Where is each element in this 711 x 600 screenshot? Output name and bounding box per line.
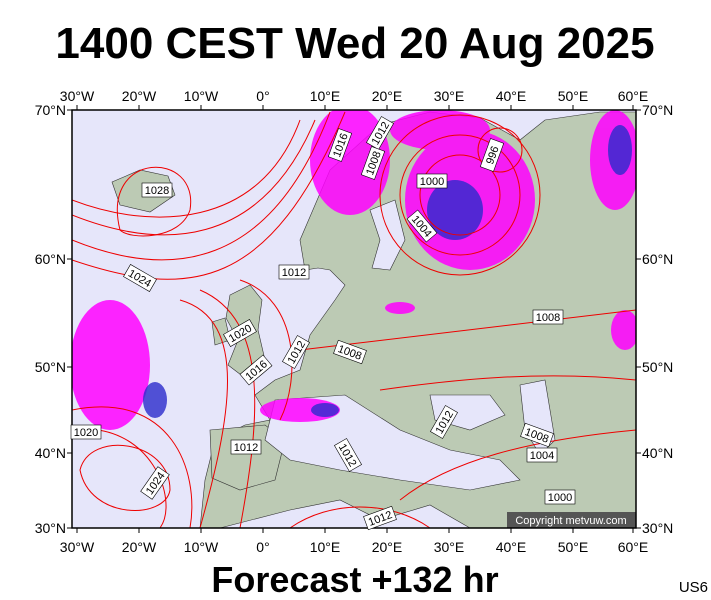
- lon-label-bottom: 20°W: [122, 539, 157, 555]
- lat-label-left: 70°N: [35, 102, 66, 118]
- isobar-label-text: 1012: [282, 267, 306, 279]
- isobar-label: 1012: [278, 264, 310, 280]
- lon-label-top: 10°E: [310, 88, 341, 104]
- isobar-label-box: [223, 319, 257, 347]
- lat-label-right: 50°N: [642, 359, 673, 375]
- lon-label-bottom: 10°W: [184, 539, 219, 555]
- isobars: [72, 111, 636, 528]
- lon-label-bottom: 0°: [256, 539, 269, 555]
- forecast-label: Forecast +132 hr: [211, 559, 498, 600]
- isobar-label-box: [532, 309, 564, 325]
- title: 1400 CEST Wed 20 Aug 2025: [55, 19, 654, 68]
- lon-label-top: 10°W: [184, 88, 219, 104]
- isobar-label-box: [239, 354, 273, 386]
- lon-label-bottom: 20°E: [372, 539, 403, 555]
- isobar-label-box: [327, 128, 353, 162]
- isobar-label: 1008: [532, 309, 564, 325]
- isobar-label-box: [430, 405, 458, 439]
- isobar-label-box: [406, 209, 438, 243]
- lon-label-top: 60°E: [618, 88, 649, 104]
- lon-label-bottom: 40°E: [496, 539, 527, 555]
- isobar-label: 1028: [141, 182, 173, 198]
- lon-label-bottom: 30°E: [434, 539, 465, 555]
- lat-label-right: 30°N: [642, 520, 673, 536]
- isobar-label-box: [363, 505, 397, 531]
- lon-label-top: 30°W: [60, 88, 95, 104]
- isobar-label-box: [334, 438, 362, 472]
- heavy-precipitation: [143, 125, 632, 418]
- lon-label-top: 40°E: [496, 88, 527, 104]
- map-frame: [71, 109, 637, 529]
- lat-label-left: 30°N: [35, 520, 66, 536]
- isobar-label: 1000: [544, 489, 576, 505]
- isobar-label-box: [479, 138, 505, 172]
- isobar-label-box: [282, 335, 310, 369]
- isobar-label: 996: [479, 138, 505, 172]
- graticule-labels: 30°W 30°W 20°W 20°W 10°W 10°W 0° 0° 10°E 10°E 20°E…: [35, 88, 674, 555]
- lat-label-left: 50°N: [35, 359, 66, 375]
- model-code: US6: [679, 579, 708, 596]
- lon-label-bottom: 60°E: [618, 539, 649, 555]
- isobar-label: 1012: [230, 439, 262, 455]
- isobar-label-box: [123, 264, 157, 292]
- isobar-label-box: [360, 146, 386, 180]
- isobar-label-box: [416, 173, 448, 189]
- isobar-label-text: 1000: [548, 492, 572, 504]
- isobar-label-box: [544, 489, 576, 505]
- isobar-label-box: [70, 424, 102, 440]
- isobar-label-text: 1008: [536, 312, 560, 324]
- isobar-label-box: [366, 116, 394, 150]
- lat-label-right: 70°N: [642, 102, 673, 118]
- lon-label-bottom: 50°E: [558, 539, 589, 555]
- isobar-label-box: [520, 422, 554, 448]
- isobar-label-text: 1012: [234, 442, 258, 454]
- lon-label-top: 20°W: [122, 88, 157, 104]
- copyright-box: [507, 512, 636, 528]
- lat-label-left: 60°N: [35, 251, 66, 267]
- isobar-label-box: [333, 339, 367, 365]
- lon-label-top: 50°E: [558, 88, 589, 104]
- lon-label-bottom: 10°E: [310, 539, 341, 555]
- isobar-label-box: [526, 447, 558, 463]
- isobar-label-text: 1020: [74, 427, 98, 439]
- lon-label-bottom: 30°W: [60, 539, 95, 555]
- lon-label-top: 30°E: [434, 88, 465, 104]
- isobar-label-box: [278, 264, 310, 280]
- isobar-label-text: 996: [484, 145, 502, 166]
- isobar-label: 1020: [70, 424, 102, 440]
- lat-label-left: 40°N: [35, 445, 66, 461]
- isobar-label-text: 1004: [530, 450, 554, 462]
- isobar-label-box: [140, 466, 170, 500]
- lon-label-top: 20°E: [372, 88, 403, 104]
- isobar-label-text: 1000: [420, 176, 444, 188]
- copyright: Copyright metvuw.com: [515, 515, 626, 527]
- lat-label-right: 60°N: [642, 251, 673, 267]
- isobar-label-box: [230, 439, 262, 455]
- isobar-label: 1000: [416, 173, 448, 189]
- isobar-label-box: [141, 182, 173, 198]
- lon-label-top: 0°: [256, 88, 269, 104]
- isobar-label: 1004: [526, 447, 558, 463]
- precipitation: [72, 110, 636, 430]
- isobar-label-text: 1028: [145, 185, 169, 197]
- lat-label-right: 40°N: [642, 445, 673, 461]
